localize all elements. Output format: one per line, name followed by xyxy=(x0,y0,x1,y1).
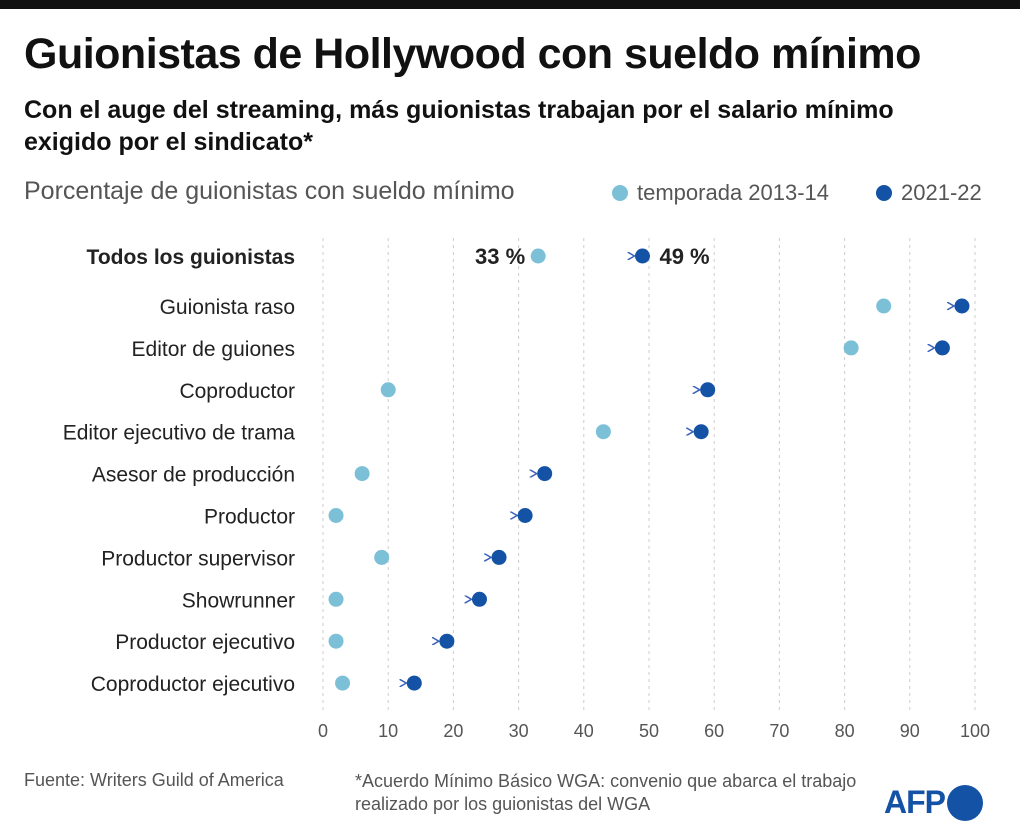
source-text: Fuente: Writers Guild of America xyxy=(24,770,284,790)
point-2013-14 xyxy=(328,591,344,607)
x-tick-label: 60 xyxy=(704,721,724,741)
logo-ball-icon xyxy=(947,784,983,821)
footnote-text: *Acuerdo Mínimo Básico WGA: convenio que… xyxy=(355,771,857,814)
x-tick-label: 20 xyxy=(443,721,463,741)
point-2013-14 xyxy=(354,466,370,482)
point-2013-14 xyxy=(843,340,859,356)
category-label: Guionista raso xyxy=(160,296,295,319)
legend-dot-light-icon xyxy=(612,185,628,201)
x-tick-label: 90 xyxy=(900,721,920,741)
point-2013-14 xyxy=(335,675,351,691)
logo-text: AFP xyxy=(884,784,946,820)
category-label: Editor ejecutivo de trama xyxy=(63,422,296,445)
point-2021-22 xyxy=(934,340,950,356)
data-label-start: 33 % xyxy=(475,244,525,269)
legend-item-2013-14: temporada 2013-14 xyxy=(612,180,829,206)
point-2021-22 xyxy=(954,298,970,314)
point-2021-22 xyxy=(439,633,455,649)
x-tick-label: 10 xyxy=(378,721,398,741)
category-label: Productor supervisor xyxy=(101,547,295,570)
top-bar xyxy=(0,0,1020,9)
point-2021-22 xyxy=(406,675,422,691)
point-2021-22 xyxy=(537,466,553,482)
measure-label: Porcentaje de guionistas con sueldo míni… xyxy=(24,177,515,205)
category-label: Productor xyxy=(204,506,295,529)
category-label: Asesor de producción xyxy=(92,464,295,487)
point-2013-14 xyxy=(374,549,390,565)
category-label: Todos los guionistas xyxy=(87,246,295,269)
point-2021-22 xyxy=(693,424,709,440)
x-tick-label: 30 xyxy=(509,721,529,741)
category-label: Coproductor xyxy=(179,380,295,403)
category-label: Coproductor ejecutivo xyxy=(91,673,295,696)
category-label: Productor ejecutivo xyxy=(115,631,295,654)
dumbbell-chart: Todos los guionistas 33 % 49 % Guionista ra… xyxy=(63,238,990,741)
point-2021-22 xyxy=(491,549,507,565)
x-tick-label: 100 xyxy=(960,721,990,741)
legend-dot-dark-icon xyxy=(876,185,892,201)
chart-title: Guionistas de Hollywood con sueldo mínim… xyxy=(24,30,921,78)
point-2013-14 xyxy=(328,508,344,523)
point-2013-14 xyxy=(530,248,546,264)
category-label: Showrunner xyxy=(182,589,295,612)
point-2021-22 xyxy=(471,591,487,607)
legend-item-2021-22: 2021-22 xyxy=(876,180,982,206)
point-2013-14 xyxy=(380,382,396,398)
point-2021-22 xyxy=(700,382,716,398)
point-2013-14 xyxy=(876,298,892,314)
legend-label: 2021-22 xyxy=(901,180,982,205)
category-label: Editor de guiones xyxy=(132,338,295,361)
legend-label: temporada 2013-14 xyxy=(637,180,830,205)
data-label-end: 49 % xyxy=(659,244,709,269)
x-tick-label: 70 xyxy=(769,721,789,741)
x-tick-label: 40 xyxy=(574,721,594,741)
afp-logo: AFP xyxy=(884,784,983,821)
point-2021-22 xyxy=(517,508,533,523)
x-tick-label: 0 xyxy=(318,721,328,741)
point-2021-22 xyxy=(634,248,650,264)
chart-subtitle: Con el auge del streaming, más guionista… xyxy=(24,96,894,156)
point-2013-14 xyxy=(328,633,344,649)
point-2013-14 xyxy=(595,424,611,440)
x-tick-label: 50 xyxy=(639,721,659,741)
x-tick-label: 80 xyxy=(835,721,855,741)
